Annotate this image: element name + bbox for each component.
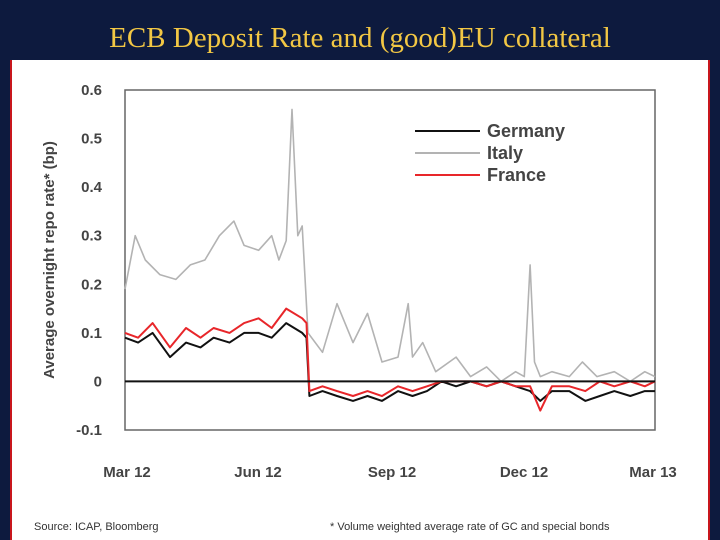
slide-title: ECB Deposit Rate and (good)EU collateral	[109, 22, 611, 54]
series-line-italy	[124, 108, 656, 383]
x-tick-label: Dec 12	[500, 464, 548, 481]
y-tick-label: 0	[94, 373, 102, 390]
series-line-france	[124, 307, 656, 412]
y-axis-label: Average overnight repo rate* (bp)	[41, 141, 58, 379]
legend-label-germany: Germany	[487, 121, 565, 141]
x-tick-label: Mar 13	[629, 464, 677, 481]
y-tick-label: 0.6	[81, 82, 102, 99]
x-tick-labels: Mar 12 Jun 12 Sep 12 Dec 12 Mar 13	[103, 464, 677, 481]
y-tick-label: 0.5	[81, 131, 102, 148]
panel-right-edge	[708, 60, 710, 540]
panel-left-edge	[10, 60, 12, 540]
y-tick-label: 0.2	[81, 276, 102, 293]
footnote: * Volume weighted average rate of GC and…	[330, 521, 610, 533]
y-tick-label: 0.1	[81, 325, 102, 342]
source-note: Source: ICAP, Bloomberg	[34, 521, 159, 533]
legend-label-italy: Italy	[487, 143, 523, 163]
y-tick-label: 0.4	[81, 179, 103, 196]
y-tick-labels: 0.6 0.5 0.4 0.3 0.2 0.1 0 -0.1	[76, 82, 103, 439]
legend-label-france: France	[487, 165, 546, 185]
chart-panel	[10, 60, 710, 540]
series-lines	[124, 108, 656, 412]
x-tick-label: Mar 12	[103, 464, 151, 481]
series-line-germany	[124, 322, 655, 402]
title-bar	[0, 0, 720, 60]
x-tick-label: Sep 12	[368, 464, 416, 481]
y-tick-label: -0.1	[76, 422, 102, 439]
y-tick-label: 0.3	[81, 228, 102, 245]
x-tick-label: Jun 12	[234, 464, 282, 481]
plot-area-frame	[124, 89, 656, 431]
